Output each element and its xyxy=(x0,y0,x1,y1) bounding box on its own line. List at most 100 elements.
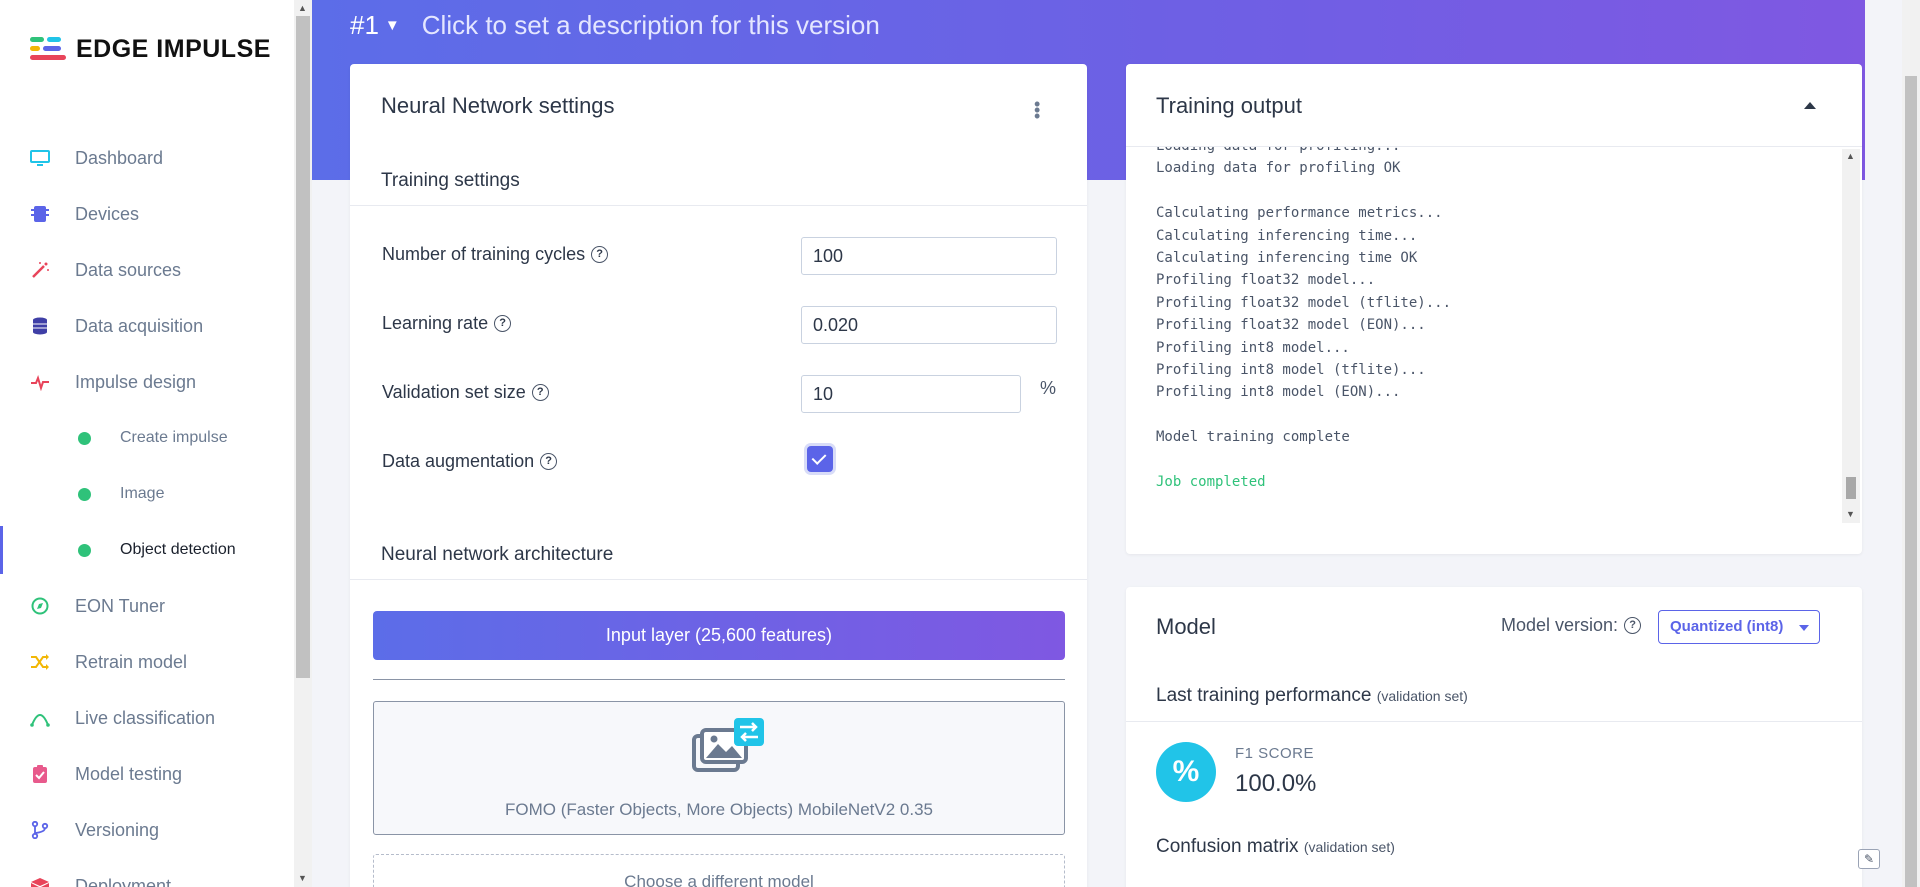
data-augmentation-checkbox[interactable] xyxy=(807,446,833,472)
divider xyxy=(350,205,1087,206)
sidebar-item-label: Data sources xyxy=(75,259,182,280)
log-line: Loading data for profiling... xyxy=(1156,147,1836,157)
clipboard-icon xyxy=(33,765,47,783)
training-log: Loading data for profiling... Loading da… xyxy=(1156,147,1836,527)
choose-model-button[interactable]: Choose a different model xyxy=(373,854,1065,887)
brand-logo[interactable]: EDGE IMPULSE xyxy=(30,34,271,64)
help-icon[interactable]: ? xyxy=(494,315,512,332)
log-line: Profiling int8 model (tflite)... xyxy=(1156,361,1426,378)
chevron-up-icon[interactable] xyxy=(1804,102,1816,109)
sidebar-subitem-object-detection[interactable]: Object detection xyxy=(0,522,294,578)
sidebar-subitem-image[interactable]: Image xyxy=(0,466,294,522)
sidebar-nav: Dashboard Devices Data sources Data acqu… xyxy=(0,130,294,887)
scroll-up-icon[interactable]: ▲ xyxy=(298,3,307,13)
more-options-icon[interactable]: • • • xyxy=(1034,94,1041,126)
log-line: Profiling float32 model... xyxy=(1156,272,1376,289)
help-icon[interactable]: ? xyxy=(1624,617,1642,634)
help-icon[interactable]: ? xyxy=(591,246,609,263)
shuffle-icon xyxy=(31,654,49,670)
scroll-down-icon[interactable]: ▼ xyxy=(1846,509,1855,519)
field-label: Data augmentation xyxy=(382,451,535,471)
sidebar-subitem-create-impulse[interactable]: Create impulse xyxy=(0,410,294,466)
sidebar: EDGE IMPULSE Dashboard Devices Data sour… xyxy=(0,0,294,887)
log-scrollbar-thumb[interactable] xyxy=(1846,477,1856,499)
log-line: Profiling int8 model... xyxy=(1156,339,1350,356)
log-line-success: Job completed xyxy=(1156,473,1266,490)
status-dot xyxy=(78,544,91,557)
sidebar-item-label: Object detection xyxy=(120,541,236,558)
log-line: Calculating inferencing time... xyxy=(1156,227,1418,244)
nn-settings-card: Neural Network settings • • • Training set… xyxy=(350,64,1087,887)
sidebar-item-dashboard[interactable]: Dashboard xyxy=(0,130,294,186)
divider xyxy=(1126,146,1862,147)
box-icon xyxy=(31,878,49,887)
model-block[interactable]: FOMO (Faster Objects, More Objects) Mobi… xyxy=(373,701,1065,835)
sidebar-scrollbar[interactable]: ▲ ▼ xyxy=(294,0,312,887)
sidebar-item-data-acquisition[interactable]: Data acquisition xyxy=(0,298,294,354)
input-layer-block[interactable]: Input layer (25,600 features) xyxy=(373,611,1065,660)
sidebar-item-label: Versioning xyxy=(75,819,160,840)
learning-rate-row: Learning rate ? xyxy=(382,313,512,334)
card-title: Model xyxy=(1156,614,1216,639)
feedback-icon[interactable]: ✎ xyxy=(1858,849,1880,869)
compass-icon xyxy=(31,597,49,615)
version-selector[interactable]: #1 xyxy=(350,10,379,40)
sidebar-item-retrain-model[interactable]: Retrain model xyxy=(0,634,294,690)
model-version-select[interactable]: Quantized (int8) xyxy=(1658,610,1820,644)
training-cycles-input[interactable]: 100 xyxy=(801,237,1057,275)
training-output-card: Training output Loading data for profili… xyxy=(1126,64,1862,554)
section-subtitle: (validation set) xyxy=(1303,839,1395,855)
scroll-down-icon[interactable]: ▼ xyxy=(298,873,307,883)
sidebar-item-devices[interactable]: Devices xyxy=(0,186,294,242)
monitor-icon xyxy=(30,150,50,166)
model-version-value: Quantized (int8) xyxy=(1670,618,1784,635)
edge-impulse-logo-icon xyxy=(30,34,68,64)
sidebar-item-impulse-design[interactable]: Impulse design xyxy=(0,354,294,410)
database-icon xyxy=(33,317,47,335)
sidebar-item-eon-tuner[interactable]: EON Tuner xyxy=(0,578,294,634)
help-icon[interactable]: ? xyxy=(531,384,549,401)
log-line xyxy=(1156,448,1836,470)
scroll-up-icon[interactable]: ▲ xyxy=(1846,151,1855,161)
sidebar-item-label: Retrain model xyxy=(75,651,188,672)
log-line: Calculating inferencing time OK xyxy=(1156,249,1418,266)
sidebar-item-label: Live classification xyxy=(75,707,216,728)
page-scrollbar[interactable] xyxy=(1902,0,1920,887)
sidebar-item-deployment[interactable]: Deployment xyxy=(0,858,294,887)
training-cycles-row: Number of training cycles ? xyxy=(382,244,609,265)
training-settings-title: Training settings xyxy=(381,170,520,191)
log-line: Profiling float32 model (tflite)... xyxy=(1156,294,1452,311)
sidebar-item-data-sources[interactable]: Data sources xyxy=(0,242,294,298)
log-scrollbar[interactable]: ▲ ▼ xyxy=(1842,149,1860,523)
version-description[interactable]: Click to set a description for this vers… xyxy=(421,10,880,40)
percent-icon: % xyxy=(1156,742,1216,802)
sidebar-item-model-testing[interactable]: Model testing xyxy=(0,746,294,802)
sidebar-item-label: Model testing xyxy=(75,763,183,784)
log-line: Profiling int8 model (EON)... xyxy=(1156,384,1401,401)
sidebar-item-versioning[interactable]: Versioning xyxy=(0,802,294,858)
model-version-label: Model version: xyxy=(1501,615,1619,635)
divider xyxy=(373,679,1065,680)
page-scrollbar-thumb[interactable] xyxy=(1905,76,1917,887)
validation-size-input[interactable]: 10 xyxy=(801,375,1021,413)
status-dot xyxy=(78,488,91,501)
card-title: Training output xyxy=(1156,93,1302,118)
sidebar-item-label: Image xyxy=(120,485,165,502)
log-line xyxy=(1156,180,1836,202)
sidebar-item-live-classification[interactable]: Live classification xyxy=(0,690,294,746)
sidebar-scrollbar-thumb[interactable] xyxy=(296,16,310,678)
section-subtitle: (validation set) xyxy=(1376,688,1468,704)
log-line xyxy=(1156,404,1836,426)
field-label: Number of training cycles xyxy=(382,244,586,264)
chevron-down-icon[interactable]: ▼ xyxy=(384,17,400,34)
sidebar-item-label: Devices xyxy=(75,203,140,224)
sidebar-item-label: Create impulse xyxy=(120,429,228,446)
divider xyxy=(1126,721,1862,722)
help-icon[interactable]: ? xyxy=(540,453,558,470)
branch-icon xyxy=(31,821,49,839)
image-swap-icon xyxy=(692,718,764,772)
curve-icon xyxy=(30,714,50,727)
status-dot xyxy=(78,432,91,445)
learning-rate-input[interactable]: 0.020 xyxy=(801,306,1057,344)
log-line: Loading data for profiling OK xyxy=(1156,160,1401,177)
